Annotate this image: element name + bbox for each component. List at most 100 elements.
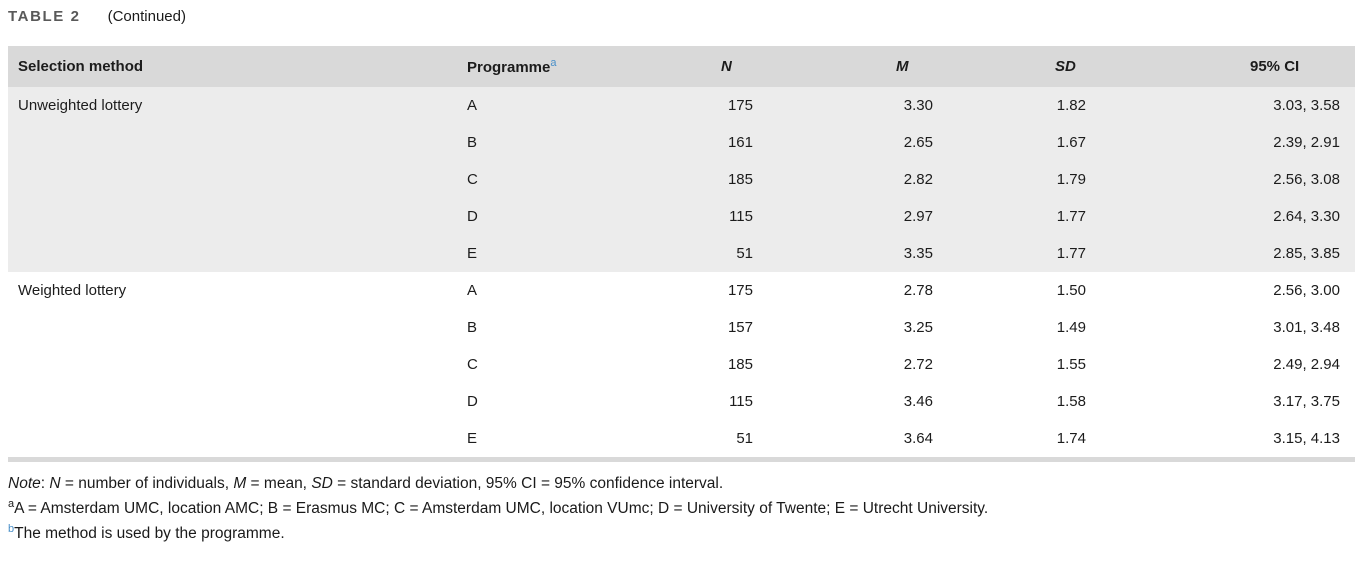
note-segment: M (233, 475, 247, 492)
cell-ci: 2.39, 2.91 (1273, 134, 1340, 151)
cell-m: 2.78 (903, 282, 933, 299)
note-line: Note: N = number of individuals, M = mea… (8, 471, 1355, 496)
cell-ci: 3.03, 3.58 (1273, 97, 1340, 114)
cell-sd: 1.77 (1056, 245, 1086, 262)
cell-m: 2.97 (903, 208, 933, 225)
cell-programme: E (467, 245, 478, 262)
cell-ci: 2.56, 3.08 (1273, 171, 1340, 188)
cell-ci: 2.56, 3.00 (1273, 282, 1340, 299)
cell-sd: 1.79 (1056, 171, 1086, 188)
cell-n: 161 (727, 134, 753, 151)
table-row: C 185 2.82 1.79 2.56, 3.08 (8, 161, 1355, 198)
cell-ci: 3.17, 3.75 (1273, 393, 1340, 410)
cell-programme: A (467, 282, 478, 299)
column-header-programme: Programmea (458, 46, 683, 87)
cell-sd: 1.74 (1056, 430, 1086, 447)
column-header-selection-method: Selection method (18, 58, 144, 75)
footnote-a: aA = Amsterdam UMC, location AMC; B = Er… (8, 496, 1355, 521)
results-table: Selection method Programmea N M SD 95% C… (8, 46, 1355, 457)
cell-m: 3.25 (903, 319, 933, 336)
column-header-m: M (896, 58, 909, 75)
table-bottom-rule (8, 457, 1355, 462)
column-header-n: N (721, 58, 732, 75)
table-row: B 161 2.65 1.67 2.39, 2.91 (8, 124, 1355, 161)
cell-n: 51 (736, 245, 753, 262)
group-weighted-lottery: Weighted lottery A 175 2.78 1.50 2.56, 3… (8, 272, 1355, 457)
cell-selection-method (8, 124, 458, 161)
group-unweighted-lottery: Unweighted lottery A 175 3.30 1.82 3.03,… (8, 87, 1355, 272)
cell-programme: B (467, 319, 478, 336)
cell-m: 3.64 (903, 430, 933, 447)
cell-programme: A (467, 97, 478, 114)
table-caption-label: TABLE 2 (8, 8, 81, 25)
note-segment: : (40, 475, 50, 492)
cell-sd: 1.82 (1056, 97, 1086, 114)
table-caption: TABLE 2 (Continued) (8, 8, 1355, 32)
cell-n: 115 (729, 393, 753, 410)
cell-sd: 1.67 (1056, 134, 1086, 151)
column-header-programme-label: Programme (467, 59, 551, 76)
cell-m: 2.65 (903, 134, 933, 151)
cell-sd: 1.50 (1056, 282, 1086, 299)
footnote-marker-a-link[interactable]: a (550, 57, 557, 69)
cell-n: 175 (727, 97, 753, 114)
note-segment: = mean, (246, 475, 312, 492)
table-header: Selection method Programmea N M SD 95% C… (8, 46, 1355, 87)
note-segment: Note (8, 475, 41, 492)
table-caption-continued: (Continued) (107, 8, 186, 25)
footnote-b-marker: b (8, 522, 15, 535)
table-footnotes: Note: N = number of individuals, M = mea… (8, 471, 1355, 546)
table-row: E 51 3.35 1.77 2.85, 3.85 (8, 235, 1355, 272)
cell-programme: D (467, 393, 478, 410)
cell-n: 51 (736, 430, 753, 447)
footnote-a-text: A = Amsterdam UMC, location AMC; B = Era… (14, 500, 989, 517)
cell-sd: 1.77 (1056, 208, 1086, 225)
table-row: B 157 3.25 1.49 3.01, 3.48 (8, 309, 1355, 346)
cell-programme: C (467, 171, 478, 188)
cell-selection-method (8, 346, 458, 383)
cell-n: 157 (727, 319, 753, 336)
cell-n: 115 (729, 208, 753, 225)
note-segment: SD (311, 475, 333, 492)
cell-programme: E (467, 430, 478, 447)
table-row: D 115 3.46 1.58 3.17, 3.75 (8, 383, 1355, 420)
cell-selection-method (8, 235, 458, 272)
table-row: E 51 3.64 1.74 3.15, 4.13 (8, 420, 1355, 457)
note-segment: = number of individuals, (60, 475, 234, 492)
cell-selection-method (8, 198, 458, 235)
cell-ci: 2.85, 3.85 (1273, 245, 1340, 262)
cell-m: 2.82 (903, 171, 933, 188)
table-row: Unweighted lottery A 175 3.30 1.82 3.03,… (8, 87, 1355, 124)
cell-selection-method: Unweighted lottery (18, 97, 143, 114)
footnote-a-marker: a (8, 497, 15, 510)
footnote-b: bThe method is used by the programme. (8, 521, 1355, 546)
cell-sd: 1.55 (1056, 356, 1086, 373)
cell-n: 185 (727, 171, 753, 188)
cell-ci: 2.64, 3.30 (1273, 208, 1340, 225)
cell-m: 3.46 (903, 393, 933, 410)
note-segment: = standard deviation, 95% CI = 95% confi… (332, 475, 724, 492)
column-header-95ci: 95% CI (1250, 58, 1300, 75)
note-segment: N (49, 475, 61, 492)
header-row: Selection method Programmea N M SD 95% C… (8, 46, 1355, 87)
cell-sd: 1.58 (1056, 393, 1086, 410)
cell-m: 3.35 (903, 245, 933, 262)
cell-programme: B (467, 134, 478, 151)
cell-m: 3.30 (903, 97, 933, 114)
cell-selection-method (8, 161, 458, 198)
cell-selection-method: Weighted lottery (18, 282, 127, 299)
cell-n: 175 (727, 282, 753, 299)
cell-programme: C (467, 356, 478, 373)
table-row: C 185 2.72 1.55 2.49, 2.94 (8, 346, 1355, 383)
cell-sd: 1.49 (1056, 319, 1086, 336)
cell-selection-method (8, 309, 458, 346)
cell-ci: 3.15, 4.13 (1273, 430, 1340, 447)
cell-ci: 3.01, 3.48 (1273, 319, 1340, 336)
column-header-sd: SD (1055, 58, 1076, 75)
cell-ci: 2.49, 2.94 (1273, 356, 1340, 373)
cell-m: 2.72 (903, 356, 933, 373)
cell-programme: D (467, 208, 478, 225)
footnote-b-text: The method is used by the programme. (14, 525, 285, 542)
cell-selection-method (8, 420, 458, 457)
